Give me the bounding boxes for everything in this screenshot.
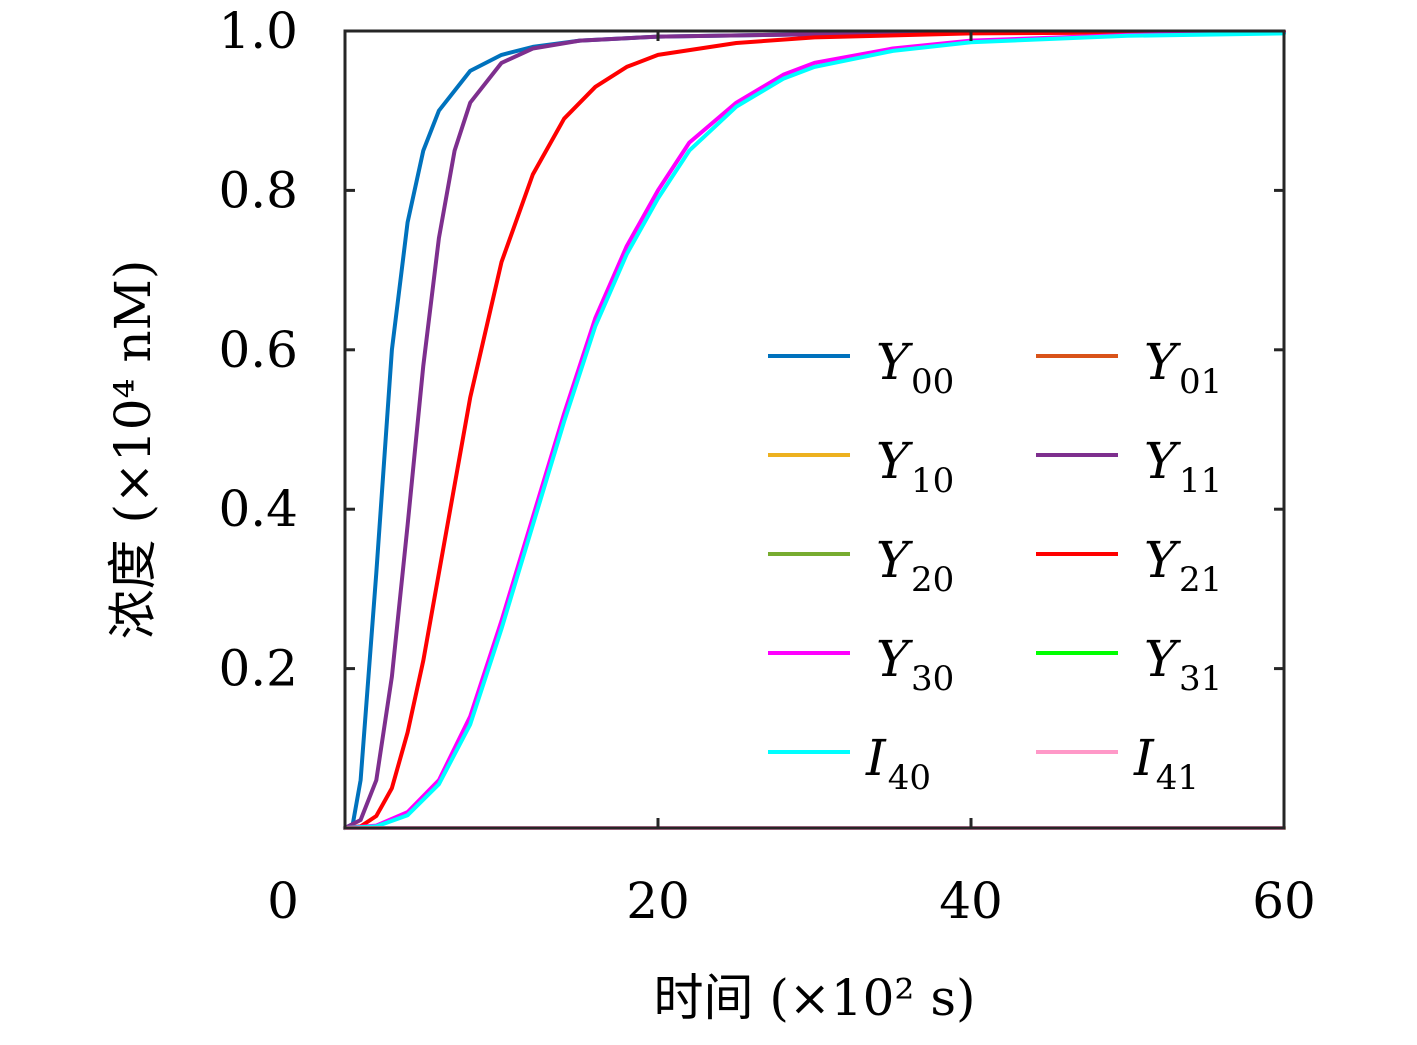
y-axis-label: 浓度 (×10⁴ nM) (104, 260, 162, 640)
legend-label-y11: Y11 (1144, 432, 1222, 501)
x-axis-label: 时间 (×10² s) (653, 969, 975, 1027)
tick-labels-layer: 0 20 40 60 0.2 0.4 0.6 0.8 1.0 (218, 2, 1315, 930)
y-tick-label: 0.6 (218, 321, 298, 379)
legend-label-y30: Y30 (876, 630, 954, 699)
y-tick-label: 0.2 (218, 640, 298, 698)
series-line-y21 (343, 29, 1286, 830)
legend-label-y31: Y31 (1144, 630, 1222, 699)
x-tick-label: 60 (1252, 872, 1316, 930)
legend-label-i40: I40 (865, 729, 931, 798)
legend-label-y20: Y20 (876, 531, 954, 600)
series-line-y11 (343, 29, 1286, 830)
plot-area-frame (343, 29, 1286, 830)
legend-label-y00: Y00 (876, 333, 954, 402)
x-tick-label: 0 (267, 872, 299, 930)
legend-label-y01: Y01 (1144, 333, 1222, 402)
y-tick-label: 1.0 (218, 2, 298, 60)
legend-label-y10: Y10 (876, 432, 954, 501)
legend-label-y21: Y21 (1144, 531, 1222, 600)
y-tick-label: 0.4 (218, 480, 298, 538)
series-line-i40 (343, 31, 1286, 830)
series-line-y00 (343, 29, 1286, 830)
legend-label-i41: I41 (1133, 729, 1199, 798)
series-layer (343, 29, 1286, 830)
x-tick-label: 20 (626, 872, 690, 930)
x-tick-label: 40 (939, 872, 1003, 930)
ticks-layer (345, 31, 1284, 828)
legend: Y00 Y01 Y10 Y11 Y20 Y21 Y30 Y31 I40 I41 (768, 333, 1222, 798)
series-line-y30 (343, 30, 1286, 830)
y-tick-label: 0.8 (218, 161, 298, 219)
